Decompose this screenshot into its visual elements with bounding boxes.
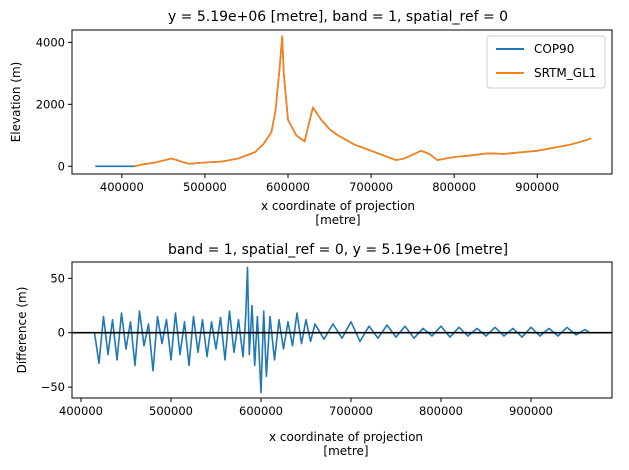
elevation-y-axis-title: Elevation (m): [9, 62, 23, 143]
difference-x-tick-label: 500000: [149, 404, 193, 418]
difference-x-tick-label: 400000: [59, 404, 103, 418]
difference-series-line-0: [93, 266, 590, 394]
elevation-x-tick-label: 800000: [432, 180, 476, 194]
elevation-plot: y = 5.19e+06 [metre], band = 1, spatial_…: [9, 9, 613, 227]
elevation-x-ticks: 400000 500000 600000 700000 800000 900000: [100, 174, 559, 194]
difference-y-tick-label: 50: [50, 271, 65, 285]
difference-x-tick-label: 900000: [509, 404, 553, 418]
difference-plot-title: band = 1, spatial_ref = 0, y = 5.19e+06 …: [168, 242, 508, 258]
legend-label-cop90: COP90: [534, 42, 574, 56]
legend: COP90 SRTM_GL1: [486, 35, 606, 89]
difference-x-axis-unit: [metre]: [323, 444, 368, 458]
elevation-x-tick-label: 700000: [349, 180, 393, 194]
elevation-y-tick-label: 4000: [36, 35, 65, 49]
difference-series-group: [93, 266, 590, 394]
elevation-y-tick-label: 0: [58, 159, 65, 173]
difference-plot-frame: [71, 261, 613, 399]
difference-x-tick-label: 600000: [239, 404, 283, 418]
elevation-x-tick-label: 900000: [515, 180, 559, 194]
elevation-x-tick-label: 600000: [266, 180, 310, 194]
elevation-plot-title: y = 5.19e+06 [metre], band = 1, spatial_…: [168, 9, 508, 25]
elevation-x-axis-title: x coordinate of projection: [261, 199, 415, 213]
elevation-y-ticks: 0 2000 4000: [36, 35, 72, 173]
difference-y-tick-label: −50: [41, 380, 65, 394]
elevation-x-tick-label: 400000: [100, 180, 144, 194]
elevation-series-line-srtm-gl1: [134, 35, 592, 168]
difference-y-axis-title: Difference (m): [15, 287, 29, 374]
elevation-series-group: [95, 35, 592, 168]
elevation-plot-frame: [71, 29, 613, 175]
difference-x-tick-label: 700000: [329, 404, 373, 418]
difference-x-ticks: 400000 500000 600000 700000 800000 900000: [59, 398, 553, 418]
difference-y-tick-label: 0: [58, 326, 65, 340]
legend-label-srtm: SRTM_GL1: [534, 66, 596, 80]
elevation-x-tick-label: 500000: [183, 180, 227, 194]
difference-x-axis-title: x coordinate of projection: [269, 430, 423, 444]
difference-plot: band = 1, spatial_ref = 0, y = 5.19e+06 …: [15, 242, 613, 458]
elevation-y-tick-label: 2000: [36, 97, 65, 111]
difference-x-tick-label: 800000: [419, 404, 463, 418]
elevation-x-axis-unit: [metre]: [315, 213, 360, 227]
difference-y-ticks: −50 0 50: [41, 271, 72, 394]
